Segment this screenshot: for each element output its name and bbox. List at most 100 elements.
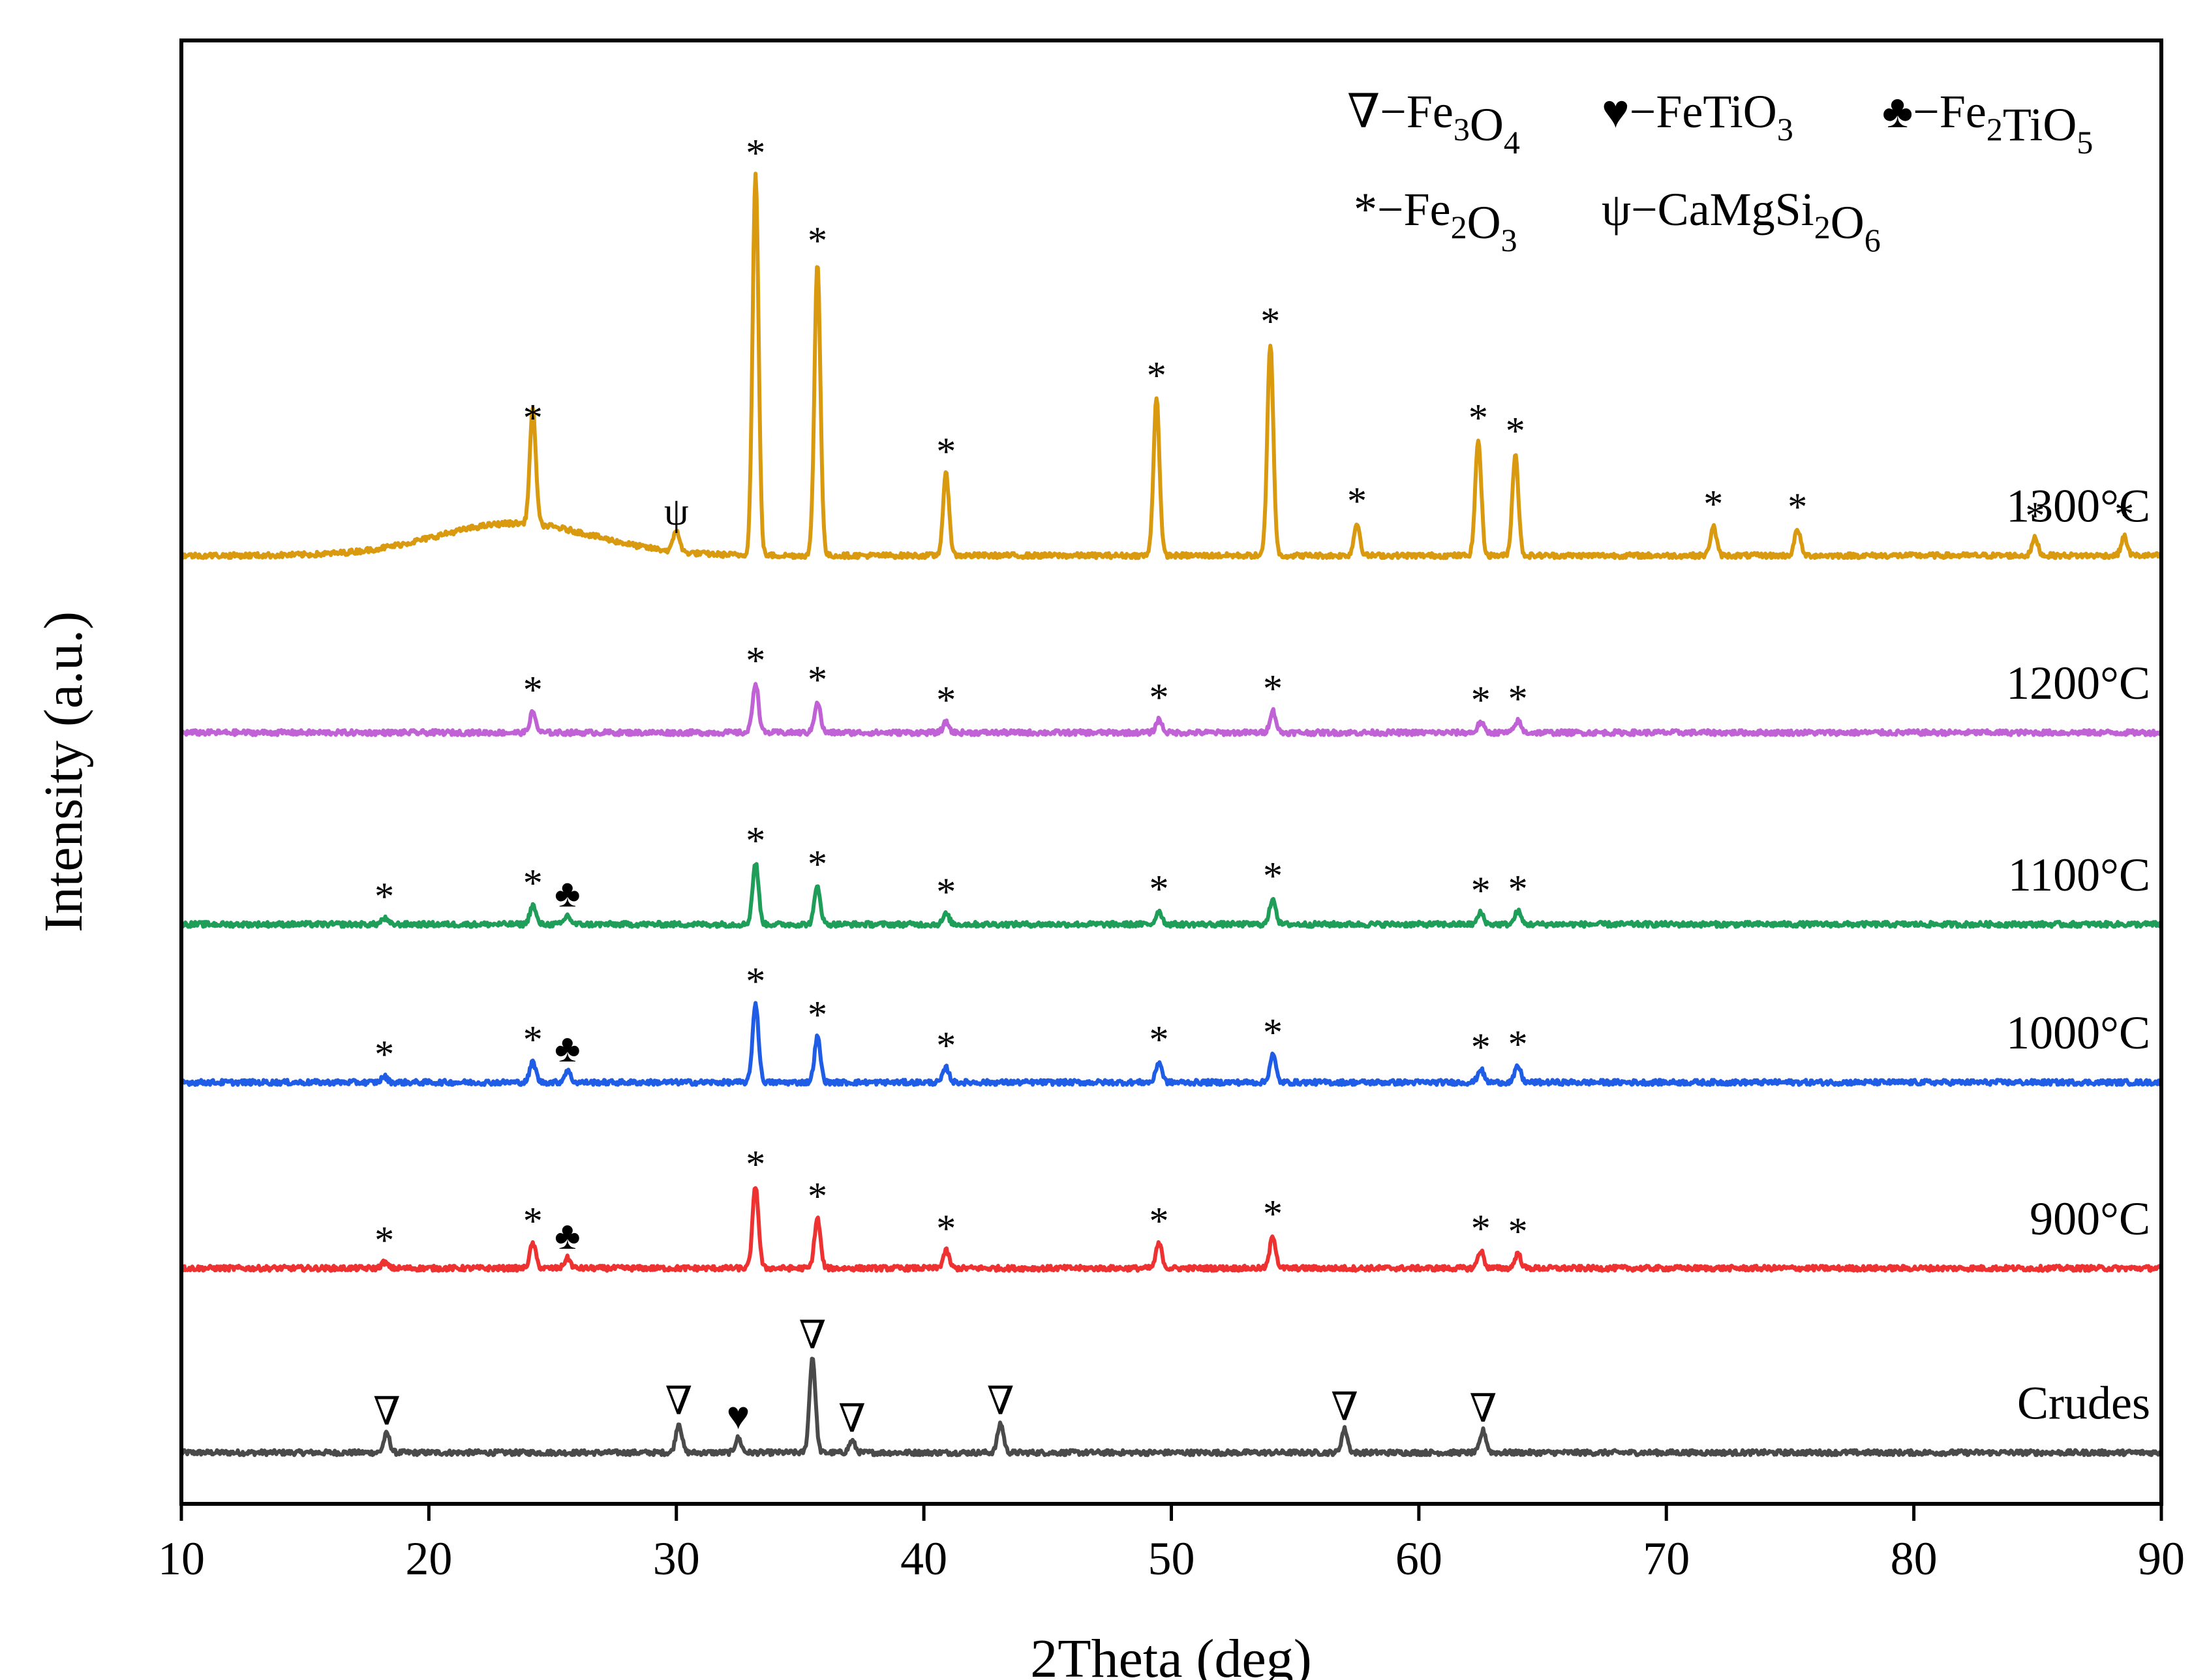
series-line-crudes [179, 1356, 2163, 1458]
x-tick-label: 50 [1148, 1533, 1195, 1585]
series-line-1100-c [179, 862, 2163, 929]
legend-item: *−Fe2O3 [1354, 183, 1517, 258]
asterisk-marker: * [1471, 679, 1491, 722]
asterisk-marker: * [1471, 1026, 1491, 1069]
asterisk-marker: * [936, 1024, 956, 1067]
series-line-1300-c [179, 172, 2163, 560]
asterisk-marker: * [746, 639, 765, 682]
x-tick-label: 20 [405, 1533, 452, 1585]
x-tick-layer: 10 20 30 40 50 60 70 80 90 [158, 1504, 2185, 1585]
series-label-900-c: 900°C [2030, 1193, 2150, 1245]
asterisk-marker: * [374, 875, 394, 918]
x-tick-label: 90 [2138, 1533, 2185, 1585]
legend-symbol: ♥ [1602, 85, 1630, 138]
marker-layer: ∇ ∇ ♥ ∇ ∇ ∇ ∇ ∇ * * ♣ * * * * * * * * * ♣ * * * * * * * * * ♣ * * * * * * * * *… [373, 131, 2134, 1440]
series-layer [179, 172, 2163, 1458]
asterisk-marker: * [1149, 676, 1169, 719]
legend-item: ψ−CaMgSi2O6 [1602, 183, 1881, 258]
triangle-marker: ∇ [987, 1380, 1014, 1423]
asterisk-marker: * [523, 862, 543, 905]
asterisk-marker: * [808, 994, 827, 1037]
x-tick-label: 10 [158, 1533, 205, 1585]
asterisk-marker: * [936, 870, 956, 913]
triangle-marker: ∇ [799, 1314, 826, 1357]
series-label-layer: Crudes 900°C 1000°C 1100°C 1200°C 1300°C [2006, 480, 2150, 1429]
asterisk-marker: * [374, 1033, 394, 1076]
asterisk-marker: * [1263, 1011, 1283, 1054]
triangle-marker: ∇ [1470, 1387, 1497, 1430]
asterisk-marker: * [2114, 493, 2134, 536]
series-line-1200-c [180, 682, 2163, 737]
legend-item: ∇−Fe3O4 [1347, 85, 1520, 160]
asterisk-marker: * [1703, 483, 1723, 526]
legend-symbol: ψ [1602, 183, 1631, 236]
asterisk-marker: * [936, 430, 956, 473]
asterisk-marker: * [1260, 299, 1280, 343]
legend-symbol: ∇ [1347, 85, 1380, 138]
series-label-crudes: Crudes [2017, 1377, 2150, 1429]
asterisk-marker: * [1149, 868, 1169, 911]
triangle-marker: ∇ [665, 1380, 693, 1423]
asterisk-marker: * [523, 669, 543, 712]
asterisk-marker: * [1788, 485, 1807, 528]
asterisk-marker: * [936, 679, 956, 722]
asterisk-marker: * [1149, 1200, 1169, 1243]
heart-marker: ♥ [727, 1394, 750, 1437]
legend-symbol: * [1354, 183, 1377, 236]
asterisk-marker: * [1508, 1210, 1528, 1253]
asterisk-marker: * [746, 819, 765, 863]
club-marker: ♣ [555, 872, 580, 915]
series-label-1300-c: 1300°C [2006, 480, 2150, 532]
asterisk-marker: * [746, 960, 765, 1003]
asterisk-marker: * [1508, 868, 1528, 911]
club-marker: ♣ [555, 1027, 580, 1070]
asterisk-marker: * [523, 396, 543, 439]
x-axis-title: 2Theta (deg) [1030, 1628, 1311, 1680]
x-tick-label: 60 [1395, 1533, 1442, 1585]
x-tick-label: 30 [653, 1533, 700, 1585]
asterisk-marker: * [1263, 667, 1283, 710]
legend-item: ♣−Fe2TiO5 [1882, 85, 2093, 160]
asterisk-marker: * [1508, 677, 1528, 720]
series-label-1200-c: 1200°C [2006, 657, 2150, 709]
asterisk-marker: * [523, 1200, 543, 1243]
series-label-1100-c: 1100°C [2008, 849, 2150, 901]
asterisk-marker: * [1149, 1018, 1169, 1061]
asterisk-marker: * [746, 1142, 765, 1185]
asterisk-marker: * [2026, 495, 2045, 538]
asterisk-marker: * [523, 1018, 543, 1061]
asterisk-marker: * [936, 1207, 956, 1250]
asterisk-marker: * [374, 1219, 394, 1262]
asterisk-marker: * [808, 658, 827, 701]
asterisk-marker: * [808, 843, 827, 886]
asterisk-marker: * [1263, 854, 1283, 897]
asterisk-marker: * [808, 1175, 827, 1218]
legend: ∇−Fe3O4 ♥−FeTiO3 ♣−Fe2TiO5 *−Fe2O3 ψ−CaMgSi2… [1347, 85, 2093, 258]
asterisk-marker: * [1471, 1207, 1491, 1250]
psi-marker: ψ [664, 490, 689, 533]
asterisk-marker: * [1147, 354, 1166, 397]
series-label-1000-c: 1000°C [2006, 1007, 2150, 1059]
club-marker: ♣ [555, 1214, 580, 1257]
series-line-1000-c [179, 1001, 2163, 1087]
legend-item: ♥−FeTiO3 [1602, 85, 1793, 147]
asterisk-marker: * [1469, 396, 1488, 439]
legend-symbol: ♣ [1882, 85, 1913, 138]
series-line-900-c [180, 1186, 2163, 1273]
asterisk-marker: * [1471, 869, 1491, 912]
y-axis-title: Intensity (a.u.) [33, 611, 94, 932]
asterisk-marker: * [1508, 1022, 1528, 1065]
x-tick-label: 40 [900, 1533, 947, 1585]
asterisk-marker: * [1506, 410, 1525, 453]
triangle-marker: ∇ [1331, 1386, 1358, 1429]
triangle-marker: ∇ [373, 1390, 401, 1433]
triangle-marker: ∇ [838, 1397, 866, 1441]
asterisk-marker: * [808, 219, 827, 262]
asterisk-marker: * [746, 131, 765, 174]
asterisk-marker: * [1347, 480, 1367, 523]
asterisk-marker: * [1263, 1193, 1283, 1236]
x-tick-label: 70 [1643, 1533, 1690, 1585]
x-tick-label: 80 [1891, 1533, 1938, 1585]
